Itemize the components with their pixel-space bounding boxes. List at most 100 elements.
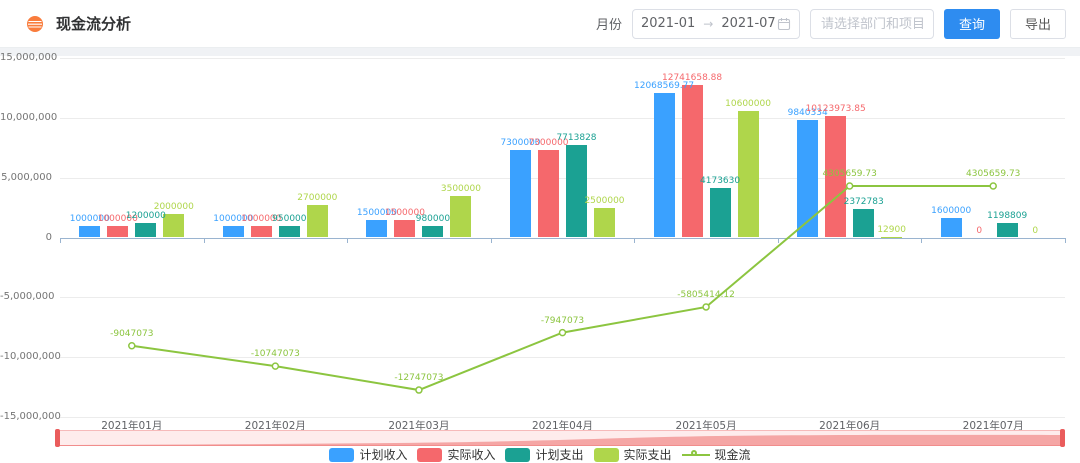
gridline [60,297,1065,299]
bar-计划收入-2[interactable] [366,219,388,238]
legend-marker [505,447,531,462]
line-value-label: -12747073 [394,373,444,384]
x-axis-label: 2021年04月 [531,420,594,432]
legend-label: 实际收入 [447,448,496,462]
query-button[interactable]: 查询 [943,8,1000,39]
bar-value-label: 1000000 [97,213,138,224]
bar-计划支出-1[interactable] [278,226,300,238]
date-range-picker[interactable]: 2021-01 → 2021-07 [631,8,800,39]
bar-value-label: 0 [1032,225,1039,236]
legend-label: 现金流 [714,448,751,462]
header: 现金流分析 月份 2021-01 → 2021-07 查询 导出 [0,0,1080,48]
legend-label: 计划收入 [359,448,408,462]
y-axis-tick-label: -5,000,000 [0,291,55,303]
gridline [60,417,1065,418]
bar-value-label: 7300000 [528,138,569,149]
x-axis-tick [777,237,779,243]
datazoom-slider[interactable] [55,429,1065,447]
bar-计划收入-4[interactable] [653,93,675,238]
bar-实际收入-3[interactable] [538,150,559,238]
bar-value-label: 2372783 [843,197,884,208]
y-axis-tick-label: 10,000,000 [0,111,58,123]
bar-计划支出-4[interactable] [709,187,731,238]
bar-value-label: 3500000 [440,183,481,194]
bar-计划支出-3[interactable] [566,145,587,238]
line-value-label: -9047073 [110,328,154,339]
x-axis-tick [1065,237,1066,243]
y-axis-tick-label: -15,000,000 [0,411,61,422]
bar-value-label: 12741658.88 [662,73,723,84]
line-value-label: 4305659.73 [966,168,1021,179]
bar-计划收入-3[interactable] [510,150,531,238]
bar-实际收入-1[interactable] [250,225,272,238]
bar-实际收入-0[interactable] [107,225,129,238]
line-value-label: -7947073 [540,315,585,326]
gridline [60,357,1065,359]
bar-value-label: 980000 [415,213,451,224]
x-axis-label: 2021年01月 [101,420,163,432]
datazoom-handle-right[interactable] [1060,429,1065,447]
x-axis-tick [921,237,923,243]
bar-计划支出-0[interactable] [135,223,157,238]
x-axis-tick [347,237,349,243]
bar-value-label: 9840334 [787,107,828,118]
bar-value-label: 950000 [272,214,307,225]
bar-计划支出-2[interactable] [422,225,444,238]
legend-marker [681,448,710,462]
month-label: 月份 [595,18,622,33]
legend-marker [329,447,355,462]
gridline [60,117,1065,119]
bar-value-label: 1200000 [125,211,166,222]
y-axis-tick-label: -10,000,000 [0,351,61,363]
bar-value-label: 2000000 [153,201,194,212]
gridline [60,58,1065,59]
x-axis-label: 2021年05月 [675,420,737,432]
bar-实际支出-4[interactable] [737,110,759,238]
department-project-input[interactable] [809,8,934,39]
legend-item-计划收入[interactable]: 计划收入 [329,446,407,463]
legend-marker [417,447,443,462]
chart-legend: 计划收入 实际收入 计划支出 实际支出 现金流 [0,446,1080,463]
x-axis-label: 2021年06月 [819,420,881,432]
bar-value-label: 2700000 [297,193,338,204]
x-axis-line [60,237,1065,239]
bar-value-label: 1000000 [69,213,110,224]
bar-value-label: 10123973.85 [805,104,866,115]
legend-item-现金流[interactable]: 现金流 [681,446,751,463]
coin-icon [27,15,43,32]
line-value-label: -5805414.12 [677,289,735,300]
gridline [60,177,1065,179]
x-axis-tick [634,237,636,243]
datazoom-data-shadow [58,434,1062,446]
date-end[interactable]: 2021-07 [721,16,776,31]
x-axis-tick [490,237,492,243]
legend-item-实际支出[interactable]: 实际支出 [593,446,672,463]
line-value-label: -10747073 [250,349,300,360]
x-axis-label: 2021年03月 [388,420,450,432]
date-start[interactable]: 2021-01 [640,16,696,31]
toolbar: 月份 2021-01 → 2021-07 查询 导出 [595,8,1066,39]
bar-value-label: 4173630 [700,175,741,186]
bar-计划收入-1[interactable] [222,225,244,238]
bar-value-label: 2500000 [584,195,625,206]
x-axis-tick [60,237,61,243]
app-icon[interactable] [26,15,44,33]
bar-实际支出-3[interactable] [594,207,615,238]
bar-计划收入-0[interactable] [79,225,101,238]
bar-实际收入-4[interactable] [681,85,703,238]
bar-value-label: 1198809 [987,211,1028,222]
legend-label: 计划支出 [535,448,584,462]
legend-marker [593,447,619,462]
x-axis-tick [203,237,205,243]
export-button[interactable]: 导出 [1009,8,1066,39]
legend-item-实际收入[interactable]: 实际收入 [417,446,495,463]
bar-value-label: 10600000 [725,98,771,109]
legend-label: 实际支出 [623,448,672,462]
datazoom-handle-left[interactable] [55,429,60,447]
calendar-icon [777,17,791,31]
page-title: 现金流分析 [56,15,132,33]
x-axis-label: 2021年07月 [962,420,1024,432]
legend-item-计划支出[interactable]: 计划支出 [505,446,584,463]
bar-计划支出-6[interactable] [996,223,1018,238]
